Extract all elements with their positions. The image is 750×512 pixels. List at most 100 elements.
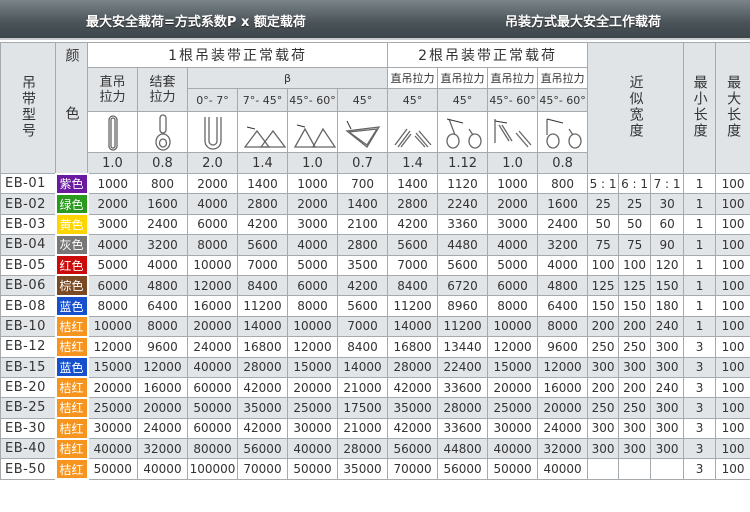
min-length-cell: 3 [683,356,717,378]
table-row: EB-10 桔红 10000 8000 20000 14000 10000 7000 14000… [0,315,750,338]
min-length-cell: 3 [683,376,717,399]
min-length-cell: 1 [683,315,717,338]
load-cell: 8000 [87,295,138,317]
load-cell: 12000 [87,336,138,358]
load-cell: 32000 [537,438,589,460]
width-cell [650,458,685,480]
min-length-header: 最小长度 [683,42,717,174]
load-cell: 3000 [287,213,338,236]
angle-header: 45° [336,88,389,112]
load-cell: 100000 [187,458,238,480]
table-row: EB-05 红色 5000 4000 10000 7000 5000 3500 7000 5600… [0,254,750,277]
load-cell: 16000 [137,376,188,399]
method-factor: 1.0 [287,152,338,174]
load-cell: 14000 [237,315,288,338]
load-cell: 12000 [137,356,188,378]
load-cell: 3360 [437,213,489,236]
model-cell: EB-40 [0,438,56,460]
load-cell: 40000 [137,458,188,480]
color-cell: 桔红 [54,315,89,338]
width-cell: 150 [650,274,685,297]
width-cell: 250 [587,336,620,358]
color-cell: 蓝色 [54,294,89,318]
width-cell: 150 [587,295,620,317]
model-cell: EB-08 [0,295,56,317]
width-cell: 240 [650,315,685,338]
model-header: 吊带型号 [0,42,56,174]
min-length-cell: 1 [683,234,717,256]
load-cell: 60000 [187,376,238,399]
load-cell: 21000 [336,417,389,440]
load-cell: 16000 [537,376,589,399]
load-cell: 9600 [537,336,589,358]
load-cell: 16800 [237,336,288,358]
width-cell: 240 [650,376,685,399]
table-row: EB-12 桔红 12000 9600 24000 16800 12000 8400 16800… [0,335,750,359]
load-cell: 2400 [537,213,589,236]
color-cell: 红色 [54,254,89,277]
formula-title: 最大安全载荷=方式系数P x 额定载荷 [86,15,306,30]
min-length-cell: 3 [683,417,717,440]
color-cell: 绿色 [54,192,89,216]
double-vertical-icon [387,111,439,153]
color-cell: 桔红 [54,396,89,420]
method-factor: 1.4 [387,152,439,174]
width-cell: 200 [587,315,620,338]
width-cell: 250 [587,397,620,419]
angle-header: 45°- 60° [287,88,338,112]
model-cell: EB-02 [0,193,56,215]
load-cell: 5000 [87,254,138,276]
double-eye-icon [437,111,489,153]
load-cell: 10000 [187,254,238,276]
load-cell: 10000 [487,315,539,338]
double-method-header: 直吊拉力 [387,67,439,89]
model-cell: EB-01 [0,172,56,195]
load-cell: 20000 [487,376,539,399]
load-cell: 10000 [87,315,138,338]
width-cell: 60 [650,213,685,236]
width-cell: 300 [650,356,685,378]
model-cell: EB-04 [0,234,56,256]
load-cell: 3500 [336,254,389,276]
load-cell: 4480 [437,234,489,256]
load-cell: 12000 [487,336,539,358]
load-cell: 8400 [387,274,439,297]
load-cell: 5000 [287,254,338,276]
load-cell: 4200 [336,274,389,297]
load-cell: 30000 [87,417,138,440]
width-cell: 250 [618,397,652,419]
load-cell: 800 [537,172,589,195]
load-cell: 16000 [187,295,238,317]
color-cell: 桔红 [54,457,89,481]
load-cell: 1000 [87,172,138,195]
method-factor: 1.0 [487,152,539,174]
load-cell: 20000 [87,376,138,399]
max-length-cell: 100 [715,274,750,297]
load-cell: 700 [336,172,389,195]
load-cell: 42000 [387,417,439,440]
load-cell: 50000 [187,397,238,419]
table-row: EB-02 绿色 2000 1600 4000 2800 2000 1400 2800 2240 2… [0,192,750,216]
load-cell: 7000 [336,315,389,338]
load-cell: 24000 [537,417,589,440]
max-length-cell: 100 [715,376,750,399]
load-cell: 4000 [137,254,188,276]
load-table: 吊带型号 颜色 1根吊装带正常载荷 2根吊装带正常载荷 近似宽度 最小长度 最大… [0,42,750,481]
load-cell: 50000 [87,458,138,480]
load-cell: 1120 [437,172,489,195]
double-angle-header: 45° [387,88,439,112]
width-cell: 300 [650,417,685,440]
section-title: 吊装方式最大安全工作载荷 [505,15,662,30]
load-cell: 42000 [237,417,288,440]
load-cell: 40000 [287,438,338,460]
color-cell: 灰色 [54,233,89,257]
load-cell: 4000 [537,254,589,276]
u-basket-icon [187,111,238,153]
min-length-cell: 3 [683,397,717,419]
color-cell: 桔红 [54,376,89,399]
load-cell: 15000 [287,356,338,378]
model-cell: EB-50 [0,458,56,480]
method-factor: 2.0 [187,152,238,174]
table-row: EB-40 桔红 40000 32000 80000 56000 40000 28000 560… [0,437,750,460]
min-length-cell: 3 [683,336,717,358]
